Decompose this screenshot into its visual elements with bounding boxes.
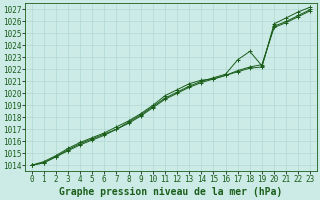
X-axis label: Graphe pression niveau de la mer (hPa): Graphe pression niveau de la mer (hPa): [60, 186, 283, 197]
